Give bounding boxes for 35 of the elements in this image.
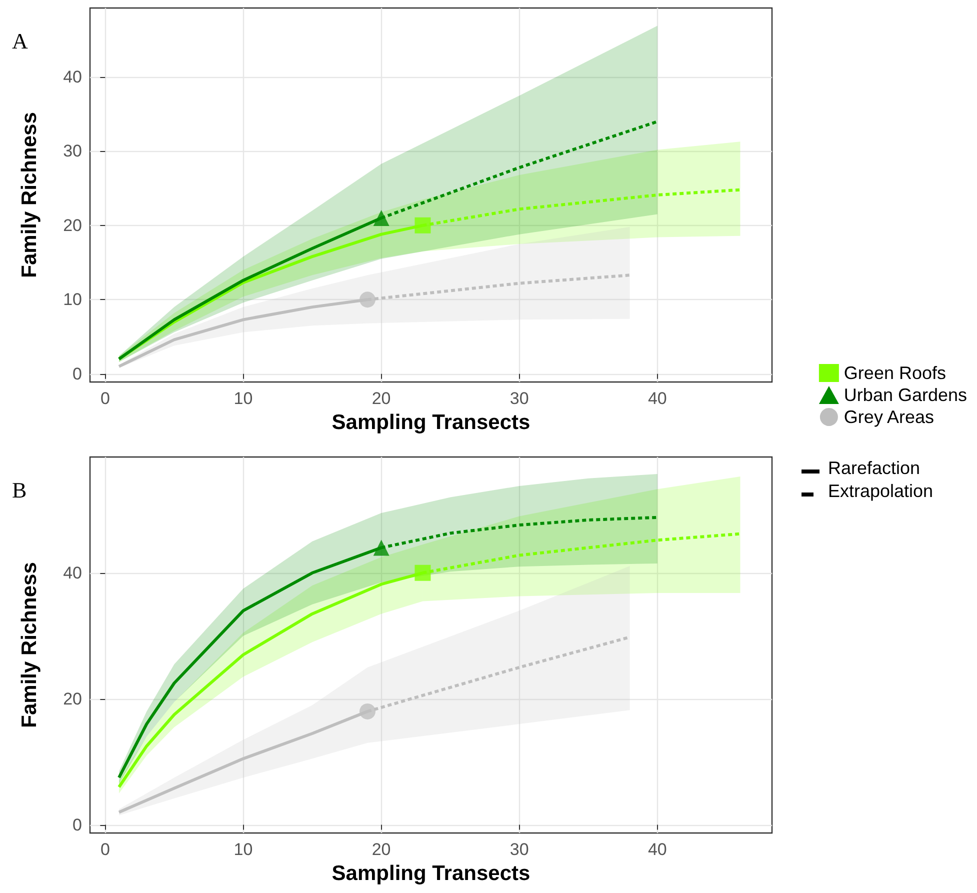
point (414, 564, 431, 581)
y-tick-label: 0 (72, 364, 82, 384)
legend-label: Urban Gardens (844, 385, 968, 405)
point (373, 210, 390, 226)
x-axis-title: Sampling Transects (332, 862, 530, 885)
x-tick-label: 10 (234, 840, 253, 859)
y-tick-label: 10 (63, 290, 82, 310)
x-tick-label: 20 (372, 389, 391, 408)
legend-label: Grey Areas (844, 407, 934, 427)
x-tick-label: 10 (234, 389, 253, 408)
text: Rarefaction (828, 458, 920, 478)
x-tick-label: 20 (372, 840, 391, 859)
x-tick-label: 40 (648, 389, 667, 408)
text: B (12, 478, 27, 502)
point (414, 217, 431, 234)
y-tick-label: 40 (63, 563, 82, 582)
x-tick-label: 30 (510, 840, 529, 859)
point (373, 540, 390, 556)
y-tick-label: 20 (63, 216, 82, 235)
point (360, 703, 376, 720)
y-tick-label: 40 (63, 68, 82, 87)
x-tick-label: 40 (648, 840, 667, 859)
y-axis-title: Family Richness (18, 112, 41, 278)
x-tick-label: 0 (100, 840, 110, 859)
text: Extrapolation (828, 481, 934, 501)
legend-label: Green Roofs (844, 363, 946, 383)
point (360, 292, 376, 308)
y-tick-label: 20 (63, 689, 82, 708)
x-tick-label: 0 (100, 389, 110, 408)
x-tick-label: 30 (510, 389, 529, 408)
y-tick-label: 0 (72, 815, 82, 834)
y-tick-label: 30 (63, 142, 82, 161)
text: A (12, 28, 28, 54)
y-axis-title: Family Richness (18, 562, 41, 728)
x-axis-title: Sampling Transects (332, 410, 530, 434)
